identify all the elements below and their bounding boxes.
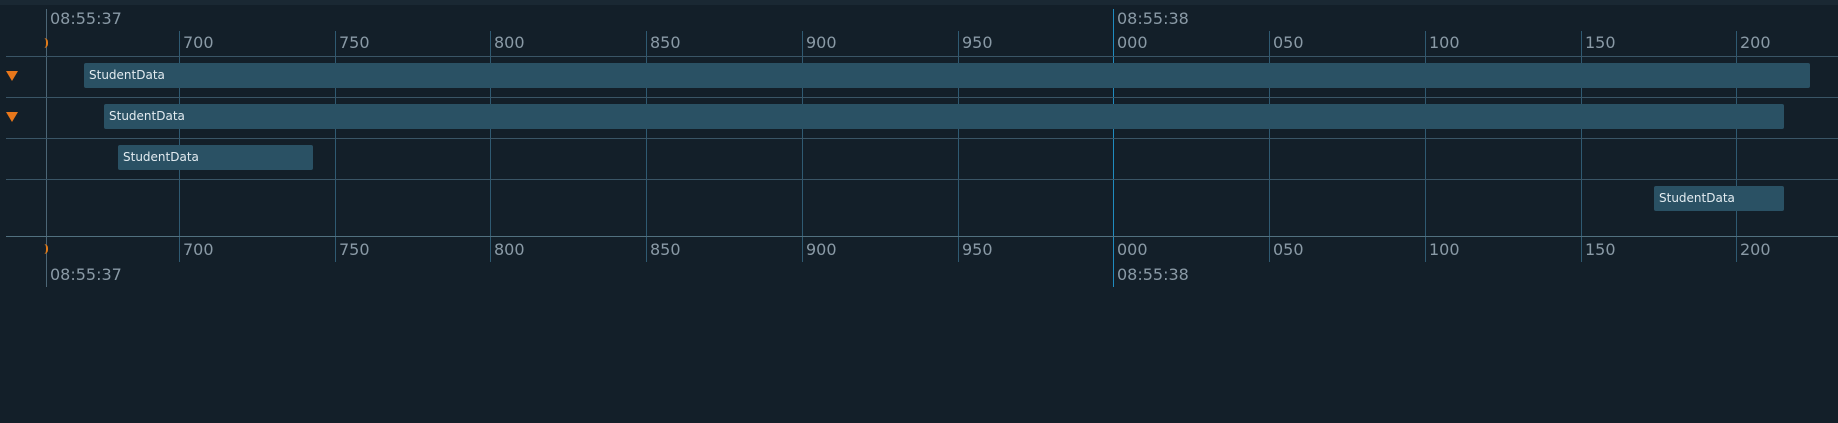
tick-label-bottom: 050 — [1273, 240, 1304, 259]
tick-label-bottom: 800 — [494, 240, 525, 259]
student-data-bar[interactable]: StudentData — [118, 145, 313, 170]
tick-label-top: 000 — [1117, 33, 1148, 52]
expand-triangle-icon[interactable] — [6, 71, 18, 81]
tick-label-top: 200 — [1740, 33, 1771, 52]
tick-line — [1581, 31, 1582, 262]
tick-line — [46, 9, 47, 287]
tick-label-top: 950 — [962, 33, 993, 52]
tick-label-top: 750 — [339, 33, 370, 52]
bottom-axis-line — [6, 236, 1838, 237]
tick-line — [958, 31, 959, 262]
tick-line — [646, 31, 647, 262]
tick-label-top: 900 — [806, 33, 837, 52]
bar-label: StudentData — [109, 109, 185, 123]
tick-label-bottom: 700 — [183, 240, 214, 259]
tick-line — [802, 31, 803, 262]
tick-label-bottom: 200 — [1740, 240, 1771, 259]
top-strip — [0, 0, 1838, 5]
tick-line — [1269, 31, 1270, 262]
bar-label: StudentData — [1659, 191, 1735, 205]
origin-marker-top — [44, 38, 48, 48]
origin-marker-bottom — [44, 244, 48, 254]
bar-label: StudentData — [123, 150, 199, 164]
time-label-bottom: 08:55:38 — [1117, 265, 1189, 284]
time-label-bottom: 08:55:37 — [50, 265, 122, 284]
student-data-bar[interactable]: StudentData — [104, 104, 1784, 129]
student-data-bar[interactable]: StudentData — [84, 63, 1810, 88]
tick-label-bottom: 900 — [806, 240, 837, 259]
tick-label-top: 850 — [650, 33, 681, 52]
tick-label-bottom: 850 — [650, 240, 681, 259]
tick-label-bottom: 750 — [339, 240, 370, 259]
tick-line — [1113, 9, 1114, 287]
time-label-top: 08:55:38 — [1117, 9, 1189, 28]
row-separator — [6, 179, 1838, 180]
row-separator — [6, 138, 1838, 139]
tick-line — [1425, 31, 1426, 262]
tick-label-top: 100 — [1429, 33, 1460, 52]
tick-label-top: 050 — [1273, 33, 1304, 52]
expand-triangle-icon[interactable] — [6, 112, 18, 122]
tick-label-top: 700 — [183, 33, 214, 52]
bar-label: StudentData — [89, 68, 165, 82]
row-separator — [6, 56, 1838, 57]
tick-line — [1736, 31, 1737, 262]
tick-label-bottom: 150 — [1585, 240, 1616, 259]
tick-line — [490, 31, 491, 262]
student-data-bar[interactable]: StudentData — [1654, 186, 1784, 211]
tick-label-bottom: 950 — [962, 240, 993, 259]
tick-label-top: 800 — [494, 33, 525, 52]
tick-label-bottom: 000 — [1117, 240, 1148, 259]
tick-label-top: 150 — [1585, 33, 1616, 52]
time-label-top: 08:55:37 — [50, 9, 122, 28]
tick-label-bottom: 100 — [1429, 240, 1460, 259]
tick-line — [335, 31, 336, 262]
row-separator — [6, 97, 1838, 98]
